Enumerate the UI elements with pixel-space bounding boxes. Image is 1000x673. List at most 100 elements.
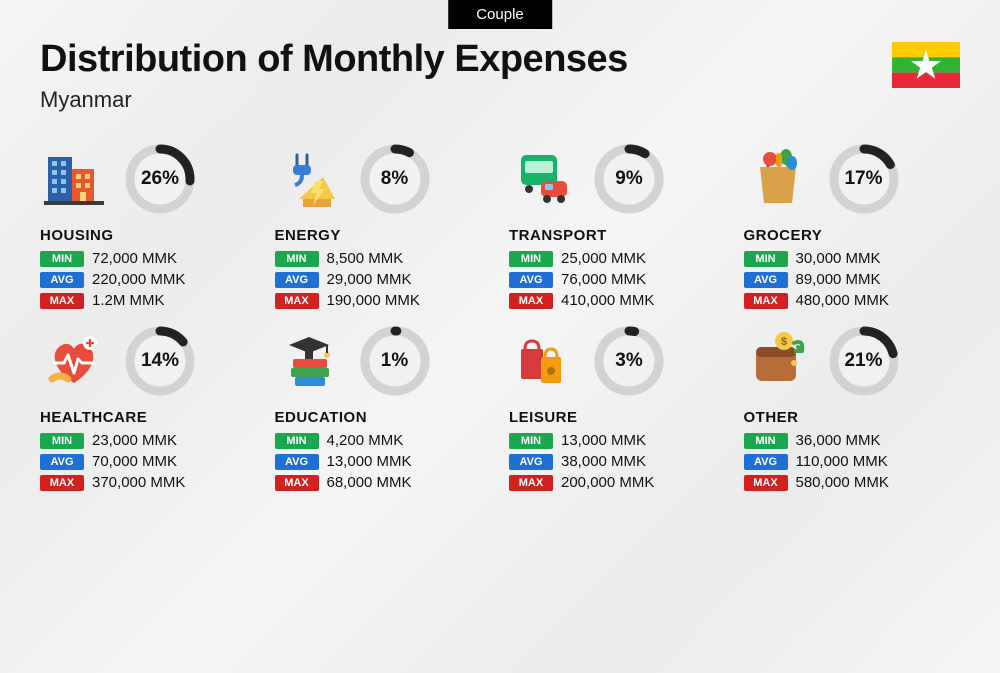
min-value: 13,000 MMK	[561, 432, 646, 449]
percent-ring: 3%	[591, 323, 667, 399]
max-value: 200,000 MMK	[561, 474, 654, 491]
percent-ring: 17%	[826, 141, 902, 217]
stat-row-max: MAX 410,000 MMK	[509, 292, 726, 309]
max-value: 68,000 MMK	[327, 474, 412, 491]
max-value: 580,000 MMK	[796, 474, 889, 491]
stat-row-max: MAX 480,000 MMK	[744, 292, 961, 309]
country-name: Myanmar	[40, 87, 628, 113]
education-icon	[275, 327, 343, 395]
category-name: HEALTHCARE	[40, 409, 257, 426]
max-badge: MAX	[275, 293, 319, 309]
category-card: 14% HEALTHCARE MIN 23,000 MMK AVG 70,000…	[40, 323, 257, 495]
min-badge: MIN	[40, 251, 84, 267]
avg-badge: AVG	[275, 272, 319, 288]
min-value: 25,000 MMK	[561, 250, 646, 267]
stat-row-max: MAX 190,000 MMK	[275, 292, 492, 309]
percent-label: 17%	[844, 168, 882, 190]
myanmar-flag-icon	[892, 42, 960, 88]
min-value: 36,000 MMK	[796, 432, 881, 449]
transport-icon	[509, 145, 577, 213]
stat-row-min: MIN 4,200 MMK	[275, 432, 492, 449]
stat-row-min: MIN 25,000 MMK	[509, 250, 726, 267]
min-value: 72,000 MMK	[92, 250, 177, 267]
category-name: LEISURE	[509, 409, 726, 426]
max-badge: MAX	[744, 475, 788, 491]
page-title: Distribution of Monthly Expenses	[40, 38, 628, 81]
housing-icon	[40, 145, 108, 213]
stat-row-max: MAX 68,000 MMK	[275, 474, 492, 491]
min-badge: MIN	[275, 433, 319, 449]
category-name: HOUSING	[40, 227, 257, 244]
categories-grid: 26% HOUSING MIN 72,000 MMK AVG 220,000 M…	[0, 123, 1000, 515]
percent-ring: 26%	[122, 141, 198, 217]
category-card: 8% ENERGY MIN 8,500 MMK AVG 29,000 MMK M…	[275, 141, 492, 313]
stat-row-min: MIN 72,000 MMK	[40, 250, 257, 267]
stat-row-avg: AVG 220,000 MMK	[40, 271, 257, 288]
stat-row-max: MAX 370,000 MMK	[40, 474, 257, 491]
min-badge: MIN	[509, 251, 553, 267]
avg-badge: AVG	[509, 454, 553, 470]
percent-label: 8%	[381, 168, 408, 190]
avg-badge: AVG	[744, 272, 788, 288]
stat-row-avg: AVG 76,000 MMK	[509, 271, 726, 288]
avg-value: 38,000 MMK	[561, 453, 646, 470]
max-badge: MAX	[275, 475, 319, 491]
max-badge: MAX	[509, 475, 553, 491]
category-card: 17% GROCERY MIN 30,000 MMK AVG 89,000 MM…	[744, 141, 961, 313]
stat-row-min: MIN 30,000 MMK	[744, 250, 961, 267]
min-badge: MIN	[275, 251, 319, 267]
avg-value: 13,000 MMK	[327, 453, 412, 470]
percent-ring: 21%	[826, 323, 902, 399]
min-badge: MIN	[744, 433, 788, 449]
percent-label: 3%	[615, 350, 642, 372]
stat-row-avg: AVG 110,000 MMK	[744, 453, 961, 470]
category-name: OTHER	[744, 409, 961, 426]
avg-badge: AVG	[275, 454, 319, 470]
category-card: 9% TRANSPORT MIN 25,000 MMK AVG 76,000 M…	[509, 141, 726, 313]
avg-badge: AVG	[509, 272, 553, 288]
max-value: 370,000 MMK	[92, 474, 185, 491]
avg-value: 29,000 MMK	[327, 271, 412, 288]
min-badge: MIN	[40, 433, 84, 449]
min-value: 30,000 MMK	[796, 250, 881, 267]
stat-row-avg: AVG 38,000 MMK	[509, 453, 726, 470]
avg-value: 70,000 MMK	[92, 453, 177, 470]
max-badge: MAX	[744, 293, 788, 309]
category-name: EDUCATION	[275, 409, 492, 426]
category-name: GROCERY	[744, 227, 961, 244]
min-value: 23,000 MMK	[92, 432, 177, 449]
avg-badge: AVG	[40, 272, 84, 288]
max-badge: MAX	[40, 293, 84, 309]
stat-row-min: MIN 13,000 MMK	[509, 432, 726, 449]
avg-badge: AVG	[40, 454, 84, 470]
stat-row-max: MAX 580,000 MMK	[744, 474, 961, 491]
avg-value: 89,000 MMK	[796, 271, 881, 288]
percent-ring: 14%	[122, 323, 198, 399]
stat-row-min: MIN 8,500 MMK	[275, 250, 492, 267]
stat-row-max: MAX 1.2M MMK	[40, 292, 257, 309]
max-value: 1.2M MMK	[92, 292, 165, 309]
max-badge: MAX	[509, 293, 553, 309]
percent-label: 9%	[615, 168, 642, 190]
percent-label: 21%	[844, 350, 882, 372]
stat-row-max: MAX 200,000 MMK	[509, 474, 726, 491]
stat-row-min: MIN 23,000 MMK	[40, 432, 257, 449]
category-card: 26% HOUSING MIN 72,000 MMK AVG 220,000 M…	[40, 141, 257, 313]
percent-label: 1%	[381, 350, 408, 372]
category-card: 1% EDUCATION MIN 4,200 MMK AVG 13,000 MM…	[275, 323, 492, 495]
percent-ring: 9%	[591, 141, 667, 217]
avg-value: 76,000 MMK	[561, 271, 646, 288]
avg-value: 110,000 MMK	[796, 453, 888, 470]
percent-ring: 8%	[357, 141, 433, 217]
category-name: ENERGY	[275, 227, 492, 244]
category-card: $ 21% OTHER MIN 36,000 MMK AVG 110,000 M…	[744, 323, 961, 495]
percent-ring: 1%	[357, 323, 433, 399]
percent-label: 14%	[141, 350, 179, 372]
stat-row-avg: AVG 89,000 MMK	[744, 271, 961, 288]
healthcare-icon	[40, 327, 108, 395]
category-name: TRANSPORT	[509, 227, 726, 244]
max-value: 480,000 MMK	[796, 292, 889, 309]
stat-row-min: MIN 36,000 MMK	[744, 432, 961, 449]
category-card: 3% LEISURE MIN 13,000 MMK AVG 38,000 MMK…	[509, 323, 726, 495]
leisure-icon	[509, 327, 577, 395]
